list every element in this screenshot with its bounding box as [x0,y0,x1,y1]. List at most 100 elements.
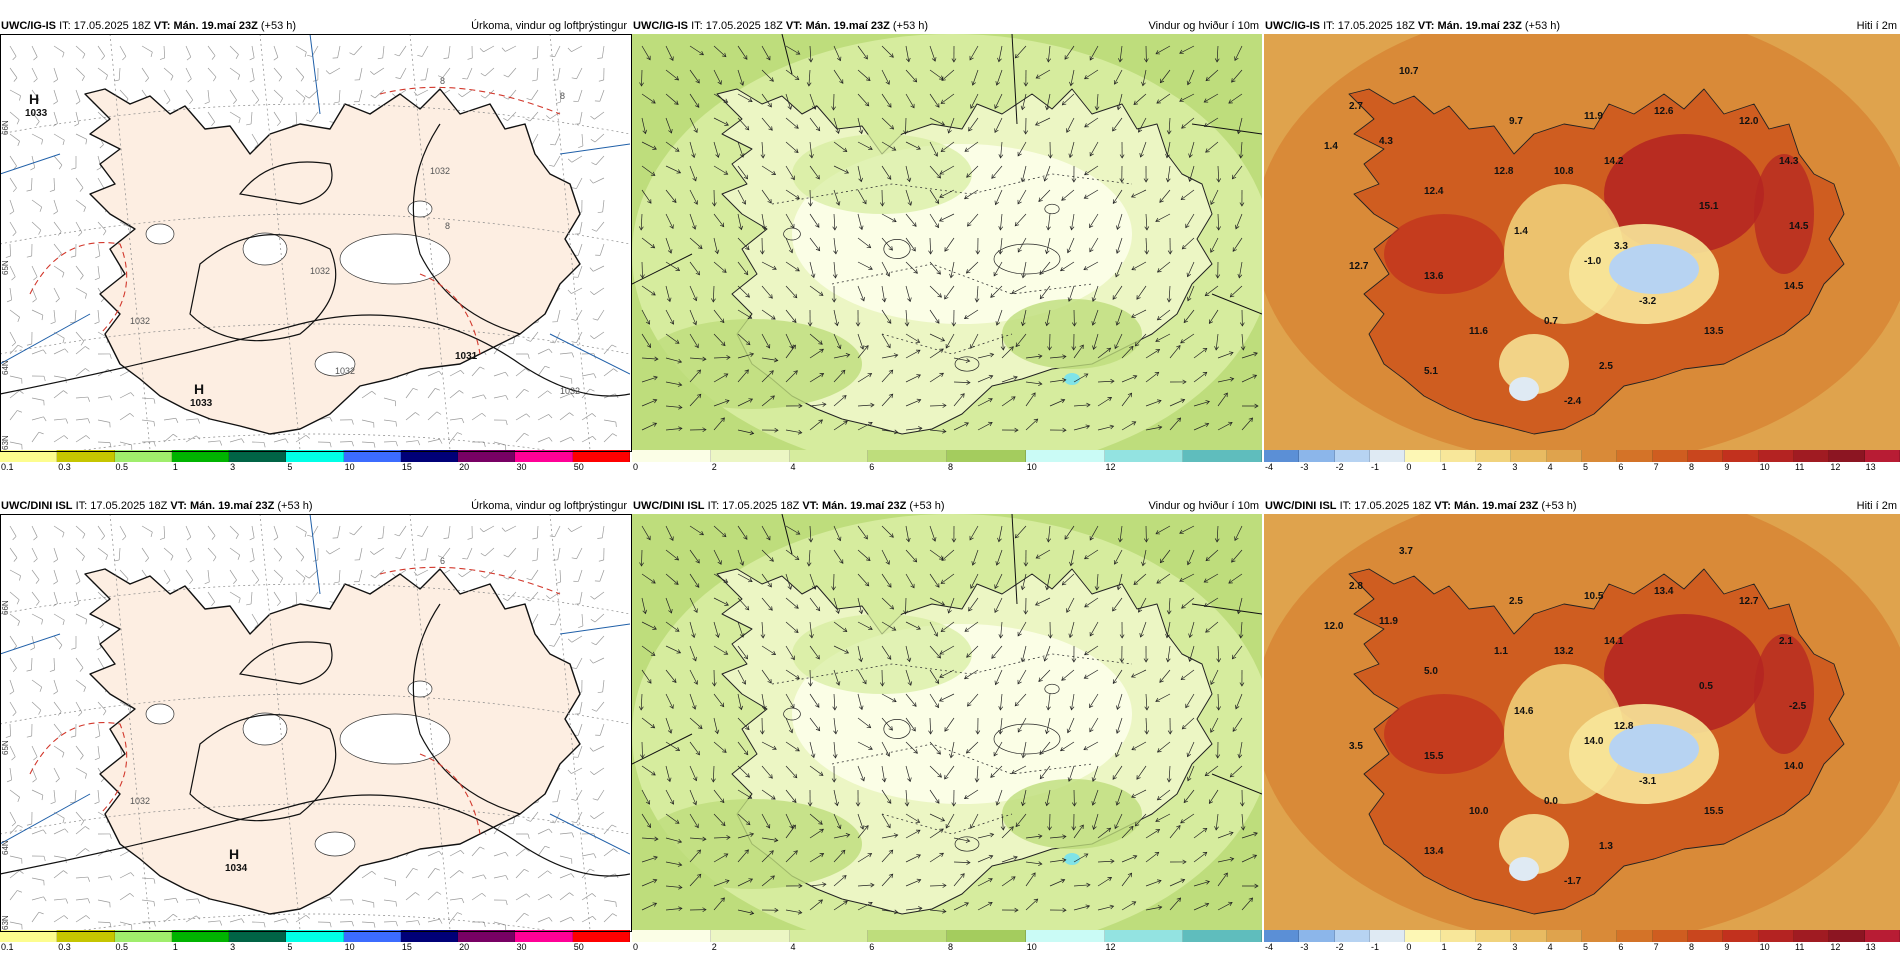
temp-panel-row2: UWC/DINI ISL IT: 17.05.2025 18Z VT: Mán.… [1264,498,1900,953]
temperature-value: 1.4 [1514,226,1528,237]
panel-header: UWC/DINI ISL IT: 17.05.2025 18Z VT: Mán.… [1264,498,1900,514]
colorbar-tick-label: 10 [345,942,355,952]
temperature-field [1509,857,1539,881]
wind-map[interactable] [632,514,1262,930]
temperature-value: 12.0 [1324,621,1344,632]
temperature-value: 1.3 [1599,841,1613,852]
temperature-value: 0.5 [1699,681,1713,692]
colorbar-swatch [1688,450,1723,462]
lead-time: (+53 h) [1541,500,1576,512]
colorbar-swatch [0,930,57,942]
colorbar-tick-label: 1 [1442,462,1447,472]
colorbar-tick-label: 0.1 [1,462,14,472]
temperature-field [1384,214,1504,294]
it-value: 17.05.2025 18Z [74,20,151,32]
temperature-value: 4.3 [1379,136,1393,147]
model-name: UWC/DINI ISL [633,500,705,512]
precip-panel-row1: UWC/IG-IS IT: 17.05.2025 18Z VT: Mán. 19… [0,18,630,473]
colorbar-tick-label: 10 [1760,942,1770,952]
temperature-value: 11.9 [1379,616,1398,627]
it-label: IT: [1340,500,1352,512]
temperature-value: 13.6 [1424,271,1444,282]
wind-map[interactable] [632,34,1262,450]
vt-value: Mán. 19.maí 23Z [1454,500,1538,512]
colorbar-tick-label: 0.5 [116,942,129,952]
colorbar-tick-label: 11 [1795,462,1804,472]
colorbar-swatch [1370,450,1405,462]
high-pressure-letter: H [194,381,204,397]
colorbar-tick-label: 4 [1548,462,1553,472]
panel-header: UWC/IG-IS IT: 17.05.2025 18Z VT: Mán. 19… [1264,18,1900,34]
colorbar-swatch [1794,930,1829,942]
isobar-label: 1032 [310,266,330,276]
colorbar-swatch [57,450,114,462]
temperature-field [1509,377,1539,401]
vt-label: VT: [154,20,171,32]
colorbar-tick-label: 6 [1618,942,1623,952]
gust-patch [1064,853,1080,865]
temperature-value: 14.2 [1604,156,1624,167]
panel-header: UWC/IG-IS IT: 17.05.2025 18Z VT: Mán. 19… [0,18,630,34]
temperature-value: 9.7 [1509,116,1523,127]
colorbar-swatch [1299,450,1334,462]
wind-speed-field [1002,299,1142,369]
colorbar-tick-label: 6 [869,462,874,472]
glacier-outline [146,224,174,244]
temperature-value: 3.3 [1614,241,1628,252]
panel-header: UWC/IG-IS IT: 17.05.2025 18Z VT: Mán. 19… [632,18,1262,34]
temperature-value: 12.0 [1739,116,1759,127]
colorbar-swatch [947,450,1026,462]
it-value: 17.05.2025 18Z [90,500,167,512]
colorbar-tick-label: 12 [1106,462,1116,472]
colorbar-swatch [1264,450,1299,462]
temperature-value: 14.0 [1784,761,1804,772]
colorbar-tick-label: 10 [345,462,355,472]
colorbar-tick-label: 13 [1866,942,1876,952]
colorbar-tick-label: 12 [1830,462,1840,472]
colorbar-tick-label: 0 [633,462,638,472]
colorbar-tick-label: 1 [1442,942,1447,952]
temperature-value: -3.2 [1639,296,1657,307]
colorbar-tick-label: 50 [574,942,584,952]
latitude-label: 64N [1,360,10,375]
temperature-value: 1.4 [1324,141,1338,152]
lead-time: (+53 h) [1525,20,1560,32]
colorbar-tick-label: 10 [1760,462,1770,472]
lead-time: (+53 h) [261,20,296,32]
colorbar-tick-label: -1 [1371,942,1379,952]
temperature-value: 14.3 [1779,156,1799,167]
isobar-label: 1032 [130,796,150,806]
colorbar-swatch [711,450,790,462]
temperature-value: 14.5 [1789,221,1809,232]
colorbar-swatch [1026,930,1105,942]
colorbar-tick-label: 6 [869,942,874,952]
high-pressure-letter: H [229,846,239,862]
colorbar-tick-label: 2 [712,462,717,472]
model-name: UWC/IG-IS [633,20,688,32]
temperature-value: 3.7 [1399,546,1413,557]
model-name: UWC/IG-IS [1,20,56,32]
temperature-value: 12.4 [1424,186,1444,197]
temperature-value: 13.5 [1704,326,1724,337]
colorbar-swatch [1476,930,1511,942]
model-name: UWC/IG-IS [1265,20,1320,32]
colorbar-swatch [515,930,572,942]
it-label: IT: [691,20,703,32]
colorbar-swatch [1183,930,1262,942]
temperature-value: 11.6 [1469,326,1488,337]
temperature-value: -1.0 [1584,256,1602,267]
colorbar-swatch [1547,450,1582,462]
colorbar-swatch [1759,930,1794,942]
colorbar-tick-label: 6 [1618,462,1623,472]
colorbar-tick-label: 4 [791,942,796,952]
colorbar-swatch [57,930,114,942]
wind-panel-row2: UWC/DINI ISL IT: 17.05.2025 18Z VT: Mán.… [632,498,1262,953]
panel-title: Úrkoma, vindur og loftþrýstingur [471,18,627,34]
colorbar-tick-label: 30 [516,462,526,472]
colorbar-swatch [458,930,515,942]
